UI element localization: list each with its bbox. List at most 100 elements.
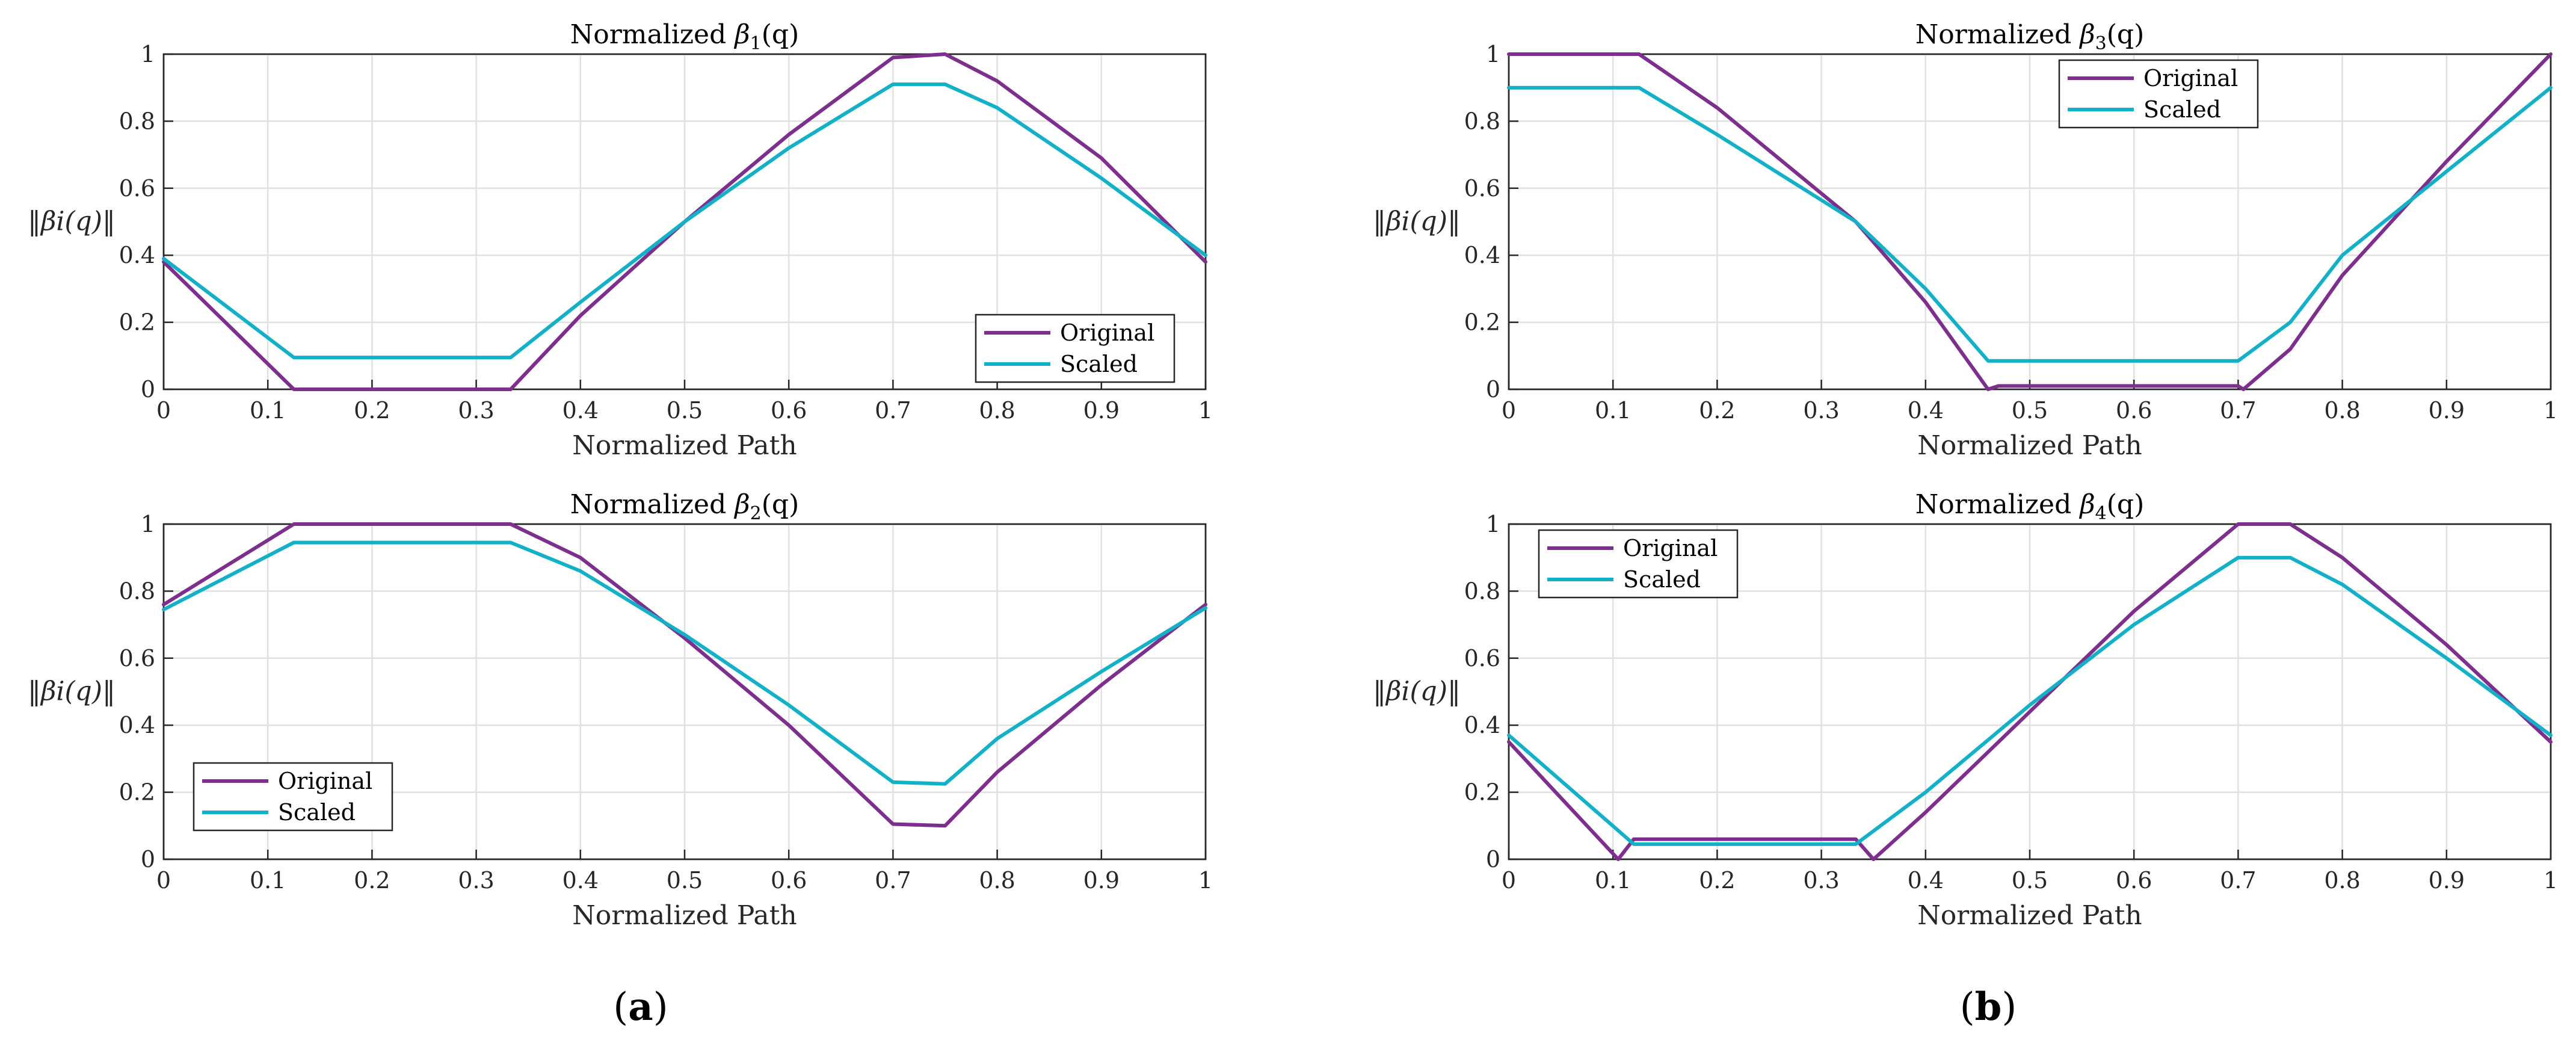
y-tick-label: 0.6 <box>119 175 155 202</box>
y-tick-label: 1 <box>1486 41 1500 67</box>
y-tick-label: 0.6 <box>119 645 155 672</box>
x-tick-label: 0.3 <box>458 397 494 424</box>
chart-title: Normalized β1(q) <box>570 19 800 54</box>
legend-label-scaled: Scaled <box>2143 96 2221 123</box>
axes-border <box>162 523 1207 860</box>
panel-label-a: (a) <box>613 984 668 1030</box>
x-tick-label: 1 <box>1198 867 1213 894</box>
x-tick-label: 0.2 <box>1699 867 1735 894</box>
legend-label-original: Original <box>1060 320 1154 346</box>
x-tick-label: 0.9 <box>1083 867 1120 894</box>
x-tick-label: 0.1 <box>250 397 286 424</box>
x-tick-label: 0.6 <box>2116 867 2152 894</box>
x-tick-label: 0.5 <box>667 867 703 894</box>
y-tick-label: 0.2 <box>1464 309 1500 336</box>
series-line-scaled <box>1507 555 2553 846</box>
chart-beta1: 0 0.1 0.2 0.3 0.4 0.5 0.6 0.7 0.8 0.9 1 0 0.2 0.4 0.6 0… <box>28 19 1213 461</box>
x-tick-label: 0.9 <box>2429 397 2465 424</box>
legend-box <box>193 762 393 832</box>
y-axis-label: ‖βi(q)‖ <box>1373 676 1461 707</box>
x-tick-label: 1 <box>1198 397 1213 424</box>
x-axis-label: Normalized Path <box>572 900 797 931</box>
x-tick-label: 0 <box>156 867 171 894</box>
x-tick-label: 0.6 <box>2116 397 2152 424</box>
x-tick-label: 0.2 <box>1699 397 1735 424</box>
x-tick-label: 0.8 <box>979 397 1015 424</box>
x-tick-label: 0.8 <box>2324 397 2360 424</box>
y-tick-label: 0.8 <box>119 108 155 134</box>
x-tick-label: 0.1 <box>250 867 286 894</box>
chart-beta4: 0 0.1 0.2 0.3 0.4 0.5 0.6 0.7 0.8 0.9 1 0 0.2 0.4 0.6 0… <box>1373 489 2558 931</box>
y-tick-label: 1 <box>141 41 155 67</box>
y-tick-label: 0.2 <box>119 309 155 336</box>
axes-border <box>1508 53 2552 391</box>
x-axis-label: Normalized Path <box>1917 430 2142 461</box>
y-tick-label: 0.6 <box>1464 175 1500 202</box>
chart-beta2: 0 0.1 0.2 0.3 0.4 0.5 0.6 0.7 0.8 0.9 1 0 0.2 0.4 0.6 0… <box>28 489 1213 931</box>
x-tick-label: 0.4 <box>562 867 599 894</box>
legend: Original Scaled <box>193 762 393 832</box>
y-tick-label: 0.4 <box>119 712 155 738</box>
x-tick-label: 0.7 <box>2220 397 2256 424</box>
x-tick-label: 0.7 <box>2220 867 2256 894</box>
y-tick-label: 0 <box>1486 376 1500 403</box>
x-tick-label: 0.3 <box>458 867 494 894</box>
x-tick-label: 0.8 <box>979 867 1015 894</box>
legend-label-original: Original <box>1623 535 1718 561</box>
panel-label-b: (b) <box>1960 984 2017 1030</box>
series-line-original <box>1507 52 2553 391</box>
x-tick-label: 0.5 <box>2012 867 2048 894</box>
legend-box <box>1538 529 1739 599</box>
x-tick-label: 0.3 <box>1803 397 1839 424</box>
x-tick-label: 0.1 <box>1595 867 1631 894</box>
y-tick-label: 0.4 <box>1464 712 1500 738</box>
x-tick-label: 0 <box>1502 867 1516 894</box>
x-tick-label: 0.7 <box>875 867 911 894</box>
x-tick-label: 0.9 <box>2429 867 2465 894</box>
y-tick-label: 0 <box>141 376 155 403</box>
series-line-original <box>162 522 1207 828</box>
legend: Original Scaled <box>1538 529 1739 599</box>
series-line-original <box>162 52 1207 391</box>
legend-label-scaled: Scaled <box>1623 566 1701 593</box>
legend-label-original: Original <box>2143 65 2238 91</box>
y-tick-label: 1 <box>141 511 155 537</box>
x-tick-label: 1 <box>2544 867 2558 894</box>
legend-label-scaled: Scaled <box>1060 351 1138 377</box>
x-axis-label: Normalized Path <box>1917 900 2142 931</box>
y-tick-label: 0.4 <box>1464 242 1500 268</box>
y-tick-label: 0.2 <box>119 779 155 806</box>
x-tick-label: 0.9 <box>1083 397 1120 424</box>
y-tick-label: 0.6 <box>1464 645 1500 672</box>
x-tick-label: 0.5 <box>667 397 703 424</box>
y-tick-label: 0.8 <box>1464 108 1500 134</box>
series-line-original <box>1507 522 2553 861</box>
x-tick-label: 0.4 <box>562 397 599 424</box>
y-tick-label: 1 <box>1486 511 1500 537</box>
axes-border <box>1508 523 2552 860</box>
chart-beta3: 0 0.1 0.2 0.3 0.4 0.5 0.6 0.7 0.8 0.9 1 0 0.2 0.4 0.6 0… <box>1373 19 2558 461</box>
chart-title: Normalized β4(q) <box>1915 489 2145 524</box>
x-tick-label: 0.2 <box>354 397 390 424</box>
x-tick-label: 0 <box>156 397 171 424</box>
y-axis-label: ‖βi(q)‖ <box>28 206 116 237</box>
x-tick-label: 0.1 <box>1595 397 1631 424</box>
legend: Original Scaled <box>975 314 1176 383</box>
x-tick-label: 0.6 <box>771 867 807 894</box>
x-tick-label: 0.7 <box>875 397 911 424</box>
x-tick-label: 0.4 <box>1908 867 1944 894</box>
y-tick-label: 0.4 <box>119 242 155 268</box>
x-tick-label: 0.2 <box>354 867 390 894</box>
panel-label-letter: b <box>1975 984 2002 1030</box>
y-tick-label: 0 <box>141 846 155 873</box>
x-tick-label: 0.4 <box>1908 397 1944 424</box>
x-tick-label: 0.5 <box>2012 397 2048 424</box>
panel-label-letter: a <box>628 984 653 1030</box>
series-line-scaled <box>162 540 1207 786</box>
y-axis-label: ‖βi(q)‖ <box>1373 206 1461 237</box>
chart-title: Normalized β2(q) <box>570 489 800 524</box>
x-tick-label: 0 <box>1502 397 1516 424</box>
x-tick-label: 0.3 <box>1803 867 1839 894</box>
series-line-scaled <box>162 82 1207 360</box>
